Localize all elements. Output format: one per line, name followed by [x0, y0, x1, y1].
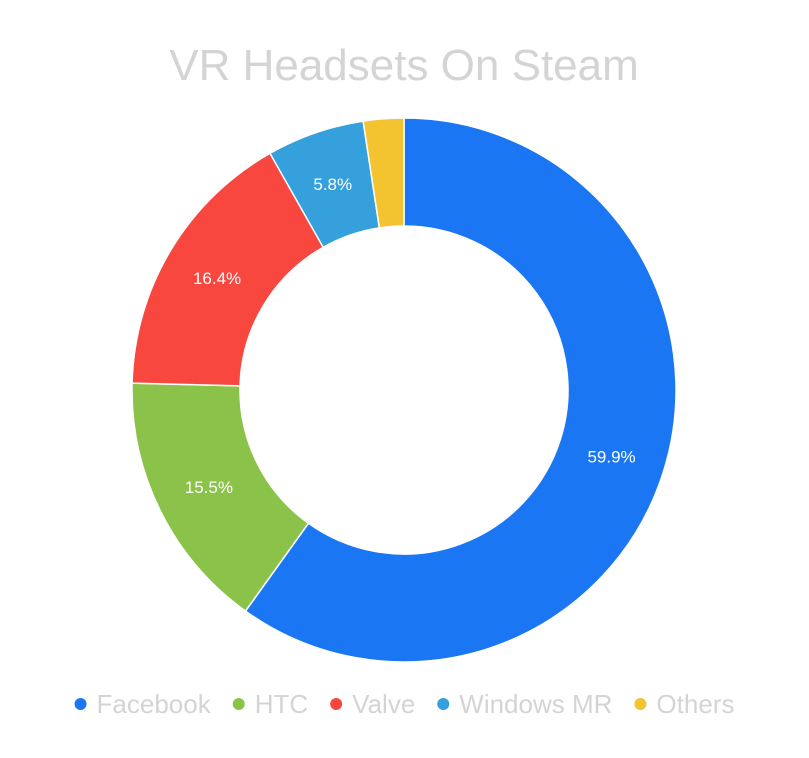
- slice-valve: [131, 152, 325, 387]
- slice-labels: 59.9% 15.5% 16.4% 5.8%: [185, 175, 636, 497]
- slice-label-valve: 16.4%: [193, 269, 241, 288]
- legend: Facebook HTC Valve Windows MR Others: [74, 689, 734, 719]
- legend-swatch-others: [634, 698, 647, 710]
- slice-label-windows-mr: 5.8%: [313, 175, 352, 194]
- legend-item-htc: HTC: [232, 689, 308, 719]
- legend-label-valve: Valve: [352, 689, 415, 719]
- slice-others: [362, 117, 405, 229]
- legend-swatch-htc: [232, 698, 245, 710]
- legend-item-others: Others: [634, 689, 734, 719]
- legend-label-windows-mr: Windows MR: [459, 689, 612, 719]
- legend-label-facebook: Facebook: [97, 689, 212, 719]
- donut-slices: [131, 117, 677, 663]
- legend-label-others: Others: [656, 689, 734, 719]
- slice-label-facebook: 59.9%: [587, 448, 635, 467]
- legend-swatch-valve: [330, 698, 343, 710]
- legend-item-windows-mr: Windows MR: [437, 689, 612, 719]
- chart-title: VR Headsets On Steam: [169, 41, 639, 90]
- legend-label-htc: HTC: [255, 689, 308, 719]
- legend-item-facebook: Facebook: [74, 689, 212, 719]
- legend-swatch-windows-mr: [437, 698, 450, 710]
- legend-item-valve: Valve: [330, 689, 415, 719]
- slice-facebook: [244, 117, 677, 663]
- slice-label-htc: 15.5%: [185, 478, 233, 497]
- legend-swatch-facebook: [74, 698, 87, 710]
- slice-htc: [131, 382, 310, 613]
